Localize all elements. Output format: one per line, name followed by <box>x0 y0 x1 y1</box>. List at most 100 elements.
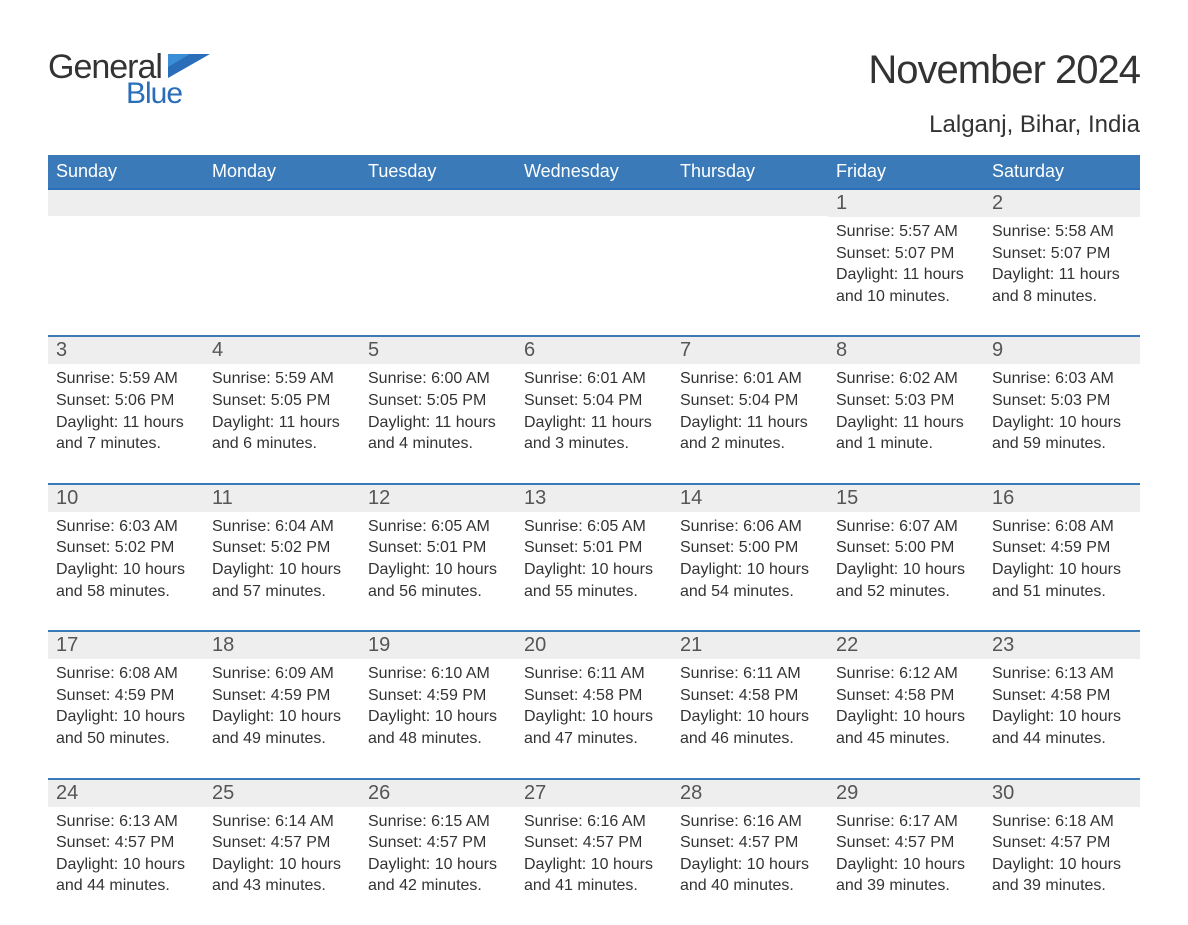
day-number: 1 <box>828 190 984 217</box>
sunrise-text: Sunrise: 6:15 AM <box>368 811 508 833</box>
day-details: Sunrise: 6:18 AMSunset: 4:57 PMDaylight:… <box>984 807 1140 925</box>
sunrise-text: Sunrise: 6:11 AM <box>524 663 664 685</box>
sunset-text: Sunset: 5:07 PM <box>836 243 976 265</box>
sunset-text: Sunset: 4:57 PM <box>992 832 1132 854</box>
weekday-header: Saturday <box>984 155 1140 188</box>
day-number: 8 <box>828 337 984 364</box>
day-cell: 12Sunrise: 6:05 AMSunset: 5:01 PMDayligh… <box>360 485 516 630</box>
day-cell: 3Sunrise: 5:59 AMSunset: 5:06 PMDaylight… <box>48 337 204 482</box>
day-cell: 16Sunrise: 6:08 AMSunset: 4:59 PMDayligh… <box>984 485 1140 630</box>
day-number: 14 <box>672 485 828 512</box>
day-number: 23 <box>984 632 1140 659</box>
sunrise-text: Sunrise: 6:13 AM <box>992 663 1132 685</box>
weekday-header: Wednesday <box>516 155 672 188</box>
day-cell: 5Sunrise: 6:00 AMSunset: 5:05 PMDaylight… <box>360 337 516 482</box>
day-cell: 6Sunrise: 6:01 AMSunset: 5:04 PMDaylight… <box>516 337 672 482</box>
week-row: 3 Sunrise: 5:59 AM Sunset: 5:06 PM Daylight… <box>48 335 1140 482</box>
sunrise-text: Sunrise: 5:57 AM <box>836 221 976 243</box>
sunrise-text: Sunrise: 6:08 AM <box>992 516 1132 538</box>
sunset-text: Sunset: 5:06 PM <box>56 390 196 412</box>
daylight-text: Daylight: 10 hours and 52 minutes. <box>836 559 976 602</box>
day-number: 10 <box>48 485 204 512</box>
day-cell: 15Sunrise: 6:07 AMSunset: 5:00 PMDayligh… <box>828 485 984 630</box>
day-number: 22 <box>828 632 984 659</box>
weekday-header: Friday <box>828 155 984 188</box>
sunrise-text: Sunrise: 6:03 AM <box>992 368 1132 390</box>
day-cell: 25Sunrise: 6:14 AMSunset: 4:57 PMDayligh… <box>204 780 360 925</box>
day-number: 18 <box>204 632 360 659</box>
daylight-text: Daylight: 10 hours and 41 minutes. <box>524 854 664 897</box>
day-number: 3 <box>48 337 204 364</box>
day-cell: 30Sunrise: 6:18 AMSunset: 4:57 PMDayligh… <box>984 780 1140 925</box>
sunset-text: Sunset: 4:57 PM <box>680 832 820 854</box>
day-details: Sunrise: 6:15 AMSunset: 4:57 PMDaylight:… <box>360 807 516 925</box>
day-details: Sunrise: 6:01 AMSunset: 5:04 PMDaylight:… <box>672 364 828 482</box>
daylight-text: Daylight: 11 hours and 4 minutes. <box>368 412 508 455</box>
day-details: Sunrise: 6:03 AMSunset: 5:03 PMDaylight:… <box>984 364 1140 482</box>
day-number: 20 <box>516 632 672 659</box>
day-number: 25 <box>204 780 360 807</box>
day-cell <box>204 190 360 335</box>
day-cell: 23Sunrise: 6:13 AMSunset: 4:58 PMDayligh… <box>984 632 1140 777</box>
daylight-text: Daylight: 10 hours and 48 minutes. <box>368 706 508 749</box>
sunrise-text: Sunrise: 6:03 AM <box>56 516 196 538</box>
day-cell: 21Sunrise: 6:11 AMSunset: 4:58 PMDayligh… <box>672 632 828 777</box>
day-details: Sunrise: 6:09 AMSunset: 4:59 PMDaylight:… <box>204 659 360 777</box>
day-number <box>360 190 516 216</box>
daylight-text: Daylight: 10 hours and 40 minutes. <box>680 854 820 897</box>
day-details: Sunrise: 5:59 AMSunset: 5:05 PMDaylight:… <box>204 364 360 482</box>
sunset-text: Sunset: 5:01 PM <box>524 537 664 559</box>
sunset-text: Sunset: 5:04 PM <box>680 390 820 412</box>
day-number <box>672 190 828 216</box>
day-cell: 4Sunrise: 5:59 AMSunset: 5:05 PMDaylight… <box>204 337 360 482</box>
sunset-text: Sunset: 4:57 PM <box>368 832 508 854</box>
sunset-text: Sunset: 4:59 PM <box>368 685 508 707</box>
sunset-text: Sunset: 5:00 PM <box>836 537 976 559</box>
day-number: 7 <box>672 337 828 364</box>
sunset-text: Sunset: 4:57 PM <box>56 832 196 854</box>
day-number: 19 <box>360 632 516 659</box>
sunrise-text: Sunrise: 6:17 AM <box>836 811 976 833</box>
sunrise-text: Sunrise: 6:04 AM <box>212 516 352 538</box>
day-details: Sunrise: 6:02 AMSunset: 5:03 PMDaylight:… <box>828 364 984 482</box>
day-cell: 13Sunrise: 6:05 AMSunset: 5:01 PMDayligh… <box>516 485 672 630</box>
title-block: November 2024 Lalganj, Bihar, India <box>868 48 1140 149</box>
day-cell: 26Sunrise: 6:15 AMSunset: 4:57 PMDayligh… <box>360 780 516 925</box>
daylight-text: Daylight: 10 hours and 39 minutes. <box>992 854 1132 897</box>
day-details: Sunrise: 6:05 AMSunset: 5:01 PMDaylight:… <box>516 512 672 630</box>
day-cell: 27Sunrise: 6:16 AMSunset: 4:57 PMDayligh… <box>516 780 672 925</box>
weekday-header: Thursday <box>672 155 828 188</box>
day-details <box>360 216 516 326</box>
day-number: 21 <box>672 632 828 659</box>
sunrise-text: Sunrise: 6:05 AM <box>368 516 508 538</box>
day-number <box>204 190 360 216</box>
day-details: Sunrise: 6:05 AMSunset: 5:01 PMDaylight:… <box>360 512 516 630</box>
sunset-text: Sunset: 5:04 PM <box>524 390 664 412</box>
weekday-header-row: Sunday Monday Tuesday Wednesday Thursday… <box>48 155 1140 190</box>
sunset-text: Sunset: 4:58 PM <box>836 685 976 707</box>
weekday-header: Monday <box>204 155 360 188</box>
sunrise-text: Sunrise: 6:16 AM <box>680 811 820 833</box>
day-details: Sunrise: 6:04 AMSunset: 5:02 PMDaylight:… <box>204 512 360 630</box>
daylight-text: Daylight: 11 hours and 6 minutes. <box>212 412 352 455</box>
day-cell <box>360 190 516 335</box>
sunset-text: Sunset: 4:58 PM <box>992 685 1132 707</box>
sunrise-text: Sunrise: 5:59 AM <box>212 368 352 390</box>
sunset-text: Sunset: 4:59 PM <box>212 685 352 707</box>
daylight-text: Daylight: 10 hours and 54 minutes. <box>680 559 820 602</box>
weekday-header: Tuesday <box>360 155 516 188</box>
sunset-text: Sunset: 5:02 PM <box>212 537 352 559</box>
day-cell <box>672 190 828 335</box>
day-cell: 7Sunrise: 6:01 AMSunset: 5:04 PMDaylight… <box>672 337 828 482</box>
day-details <box>48 216 204 326</box>
day-number: 26 <box>360 780 516 807</box>
month-title: November 2024 <box>868 48 1140 93</box>
sunrise-text: Sunrise: 5:58 AM <box>992 221 1132 243</box>
day-details: Sunrise: 6:08 AMSunset: 4:59 PMDaylight:… <box>984 512 1140 630</box>
sunrise-text: Sunrise: 6:01 AM <box>524 368 664 390</box>
day-details: Sunrise: 6:08 AMSunset: 4:59 PMDaylight:… <box>48 659 204 777</box>
day-cell: 10Sunrise: 6:03 AMSunset: 5:02 PMDayligh… <box>48 485 204 630</box>
weeks-container: 1 Sunrise: 5:57 AMSunset: 5:07 PM Daylight… <box>48 190 1140 925</box>
sunset-text: Sunset: 4:58 PM <box>680 685 820 707</box>
day-cell: 24Sunrise: 6:13 AMSunset: 4:57 PMDayligh… <box>48 780 204 925</box>
